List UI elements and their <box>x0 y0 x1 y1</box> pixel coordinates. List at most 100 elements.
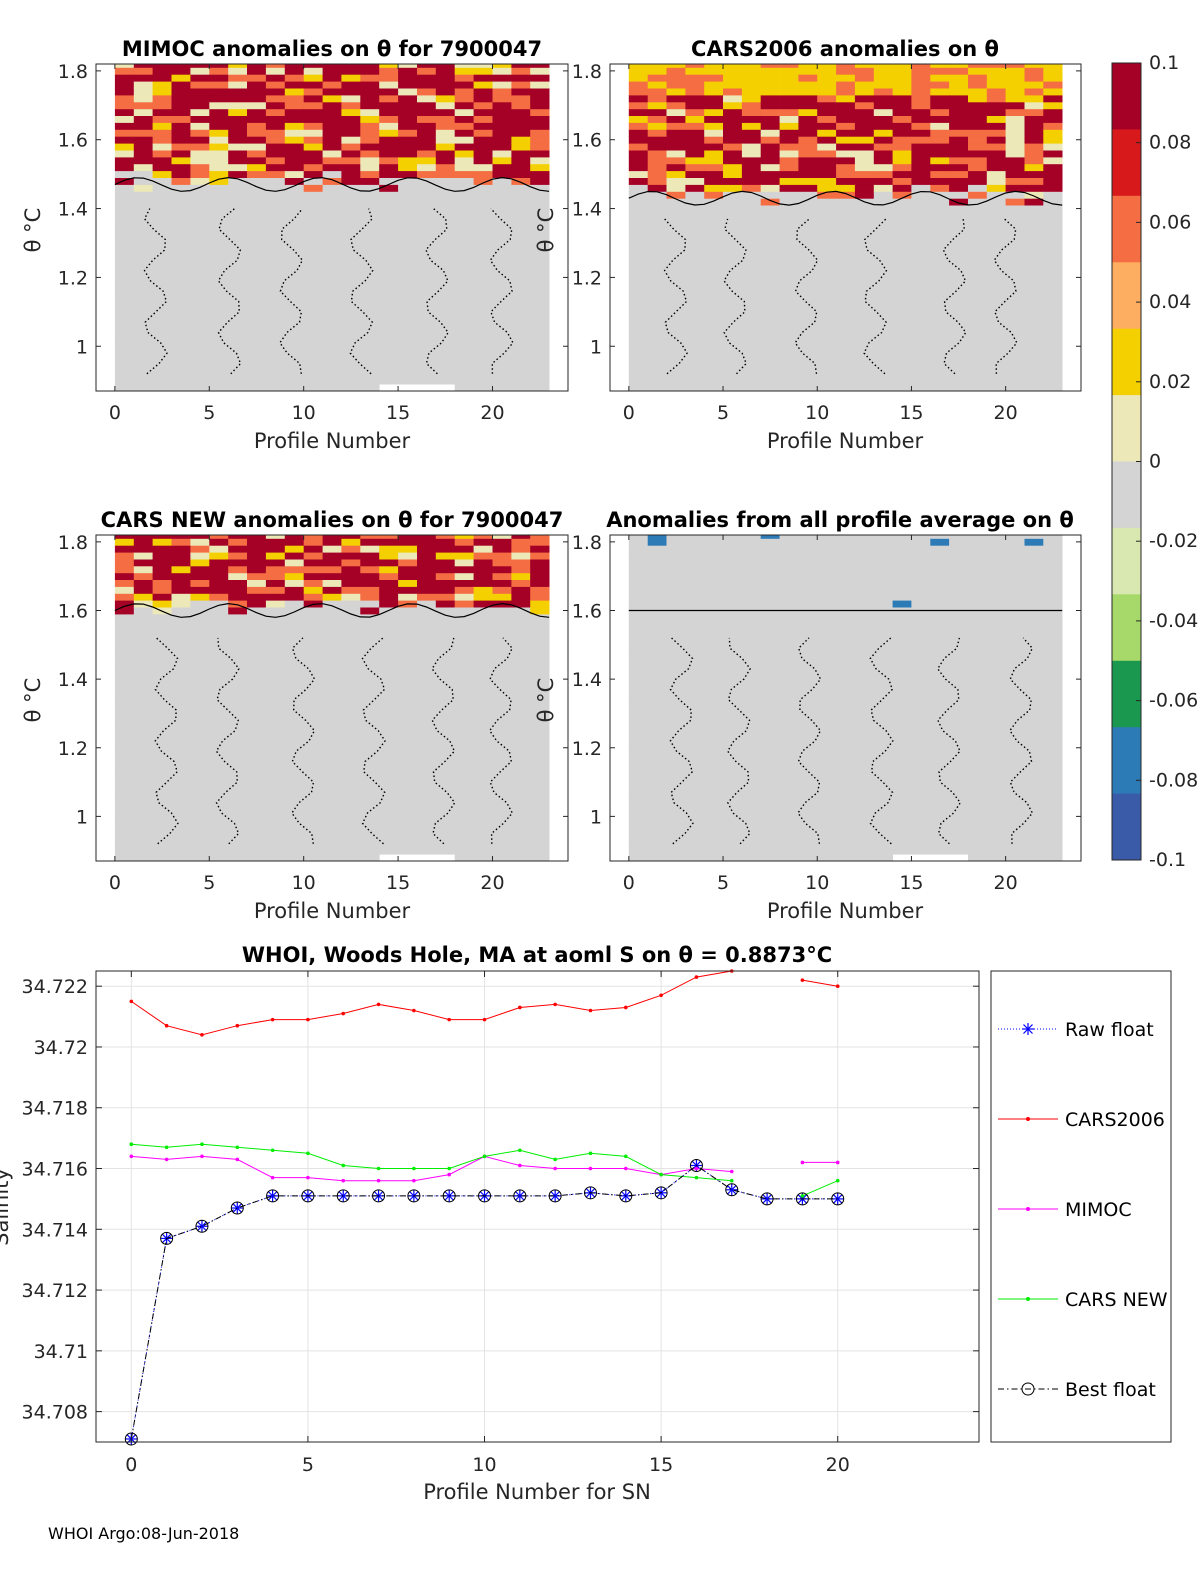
anomaly-cell <box>303 267 323 275</box>
anomaly-cell <box>723 655 743 663</box>
anomaly-cell <box>492 662 512 670</box>
anomaly-cell <box>930 225 950 234</box>
anomaly-cell <box>836 730 856 738</box>
anomaly-cell <box>760 764 780 773</box>
anomaly-cell <box>303 627 323 635</box>
legend-entry: MIMOC <box>998 1199 1132 1221</box>
anomaly-cell <box>171 129 191 137</box>
anomaly-cell <box>190 322 210 330</box>
anomaly-cell <box>473 287 493 295</box>
anomaly-cell <box>511 150 531 158</box>
anomaly-cell <box>398 819 418 828</box>
anomaly-cell <box>854 792 875 800</box>
anomaly-cell <box>190 723 210 731</box>
anomaly-cell <box>398 710 418 718</box>
anomaly-cell <box>873 370 893 378</box>
anomaly-cell <box>454 586 474 594</box>
anomaly-cell <box>152 81 172 89</box>
anomaly-cell <box>968 239 988 247</box>
data-point <box>689 1158 703 1172</box>
anomaly-cell <box>247 565 267 574</box>
anomaly-cell <box>454 613 474 622</box>
anomaly-cell <box>209 806 229 814</box>
anomaly-cell <box>209 198 229 206</box>
anomaly-cell <box>911 294 931 302</box>
anomaly-cell <box>1043 88 1063 96</box>
anomaly-cell <box>511 95 531 103</box>
anomaly-cell <box>704 150 724 158</box>
anomaly-cell <box>454 74 474 82</box>
anomaly-cell <box>417 246 437 254</box>
anomaly-cell <box>492 232 512 240</box>
anomaly-cell <box>779 294 799 302</box>
anomaly-cell <box>873 212 893 220</box>
anomaly-cell <box>986 246 1006 254</box>
anomaly-cell <box>760 170 780 178</box>
anomaly-cell <box>666 771 686 780</box>
anomaly-cell <box>379 81 399 89</box>
anomaly-cell <box>284 668 305 677</box>
anomaly-cell <box>511 620 531 629</box>
anomaly-cell <box>190 198 210 206</box>
data-point <box>761 1192 774 1205</box>
anomaly-cell <box>723 335 743 344</box>
anomaly-cell <box>114 799 135 807</box>
anomaly-cell <box>190 572 210 580</box>
boundary-contour <box>114 602 550 618</box>
anomaly-cell <box>854 799 875 807</box>
anomaly-cell <box>798 274 818 282</box>
anomaly-cell <box>892 184 912 192</box>
anomaly-cell <box>685 847 705 855</box>
anomaly-cell <box>986 778 1006 786</box>
anomaly-cell <box>530 703 550 711</box>
anomaly-cell <box>454 267 474 275</box>
anomaly-cell <box>265 150 286 158</box>
anomaly-cell <box>817 315 837 323</box>
anomaly-cell <box>209 363 229 371</box>
anomaly-cell <box>398 322 418 330</box>
anomaly-cell <box>473 593 493 601</box>
anomaly-cell <box>892 329 912 337</box>
anomaly-cell <box>949 682 969 690</box>
anomaly-cell <box>741 552 762 560</box>
anomaly-cell <box>892 771 912 780</box>
anomaly-cell <box>666 81 686 89</box>
anomaly-cell <box>968 840 988 848</box>
anomaly-cell <box>511 655 531 663</box>
anomaly-cell <box>284 356 305 364</box>
anomaly-cell <box>911 108 931 116</box>
anomaly-cell <box>1024 342 1044 351</box>
anomaly-cell <box>265 600 286 608</box>
anomaly-cell <box>341 122 361 130</box>
anomaly-cell <box>628 662 648 670</box>
anomaly-cell <box>817 579 837 587</box>
anomaly-cell <box>892 253 912 261</box>
anomaly-cell <box>152 143 172 151</box>
anomaly-cell <box>779 260 799 268</box>
series-line <box>131 1143 732 1182</box>
anomaly-cell <box>1043 136 1063 144</box>
anomaly-cell <box>228 198 248 206</box>
anomaly-cell <box>284 136 305 144</box>
anomaly-cell <box>530 730 550 738</box>
panel-title: CARS2006 anomalies on θ <box>691 37 999 61</box>
data-point <box>513 1189 527 1203</box>
anomaly-cell <box>398 586 418 594</box>
anomaly-cell <box>171 703 191 711</box>
anomaly-cell <box>836 758 856 766</box>
anomaly-cell <box>798 559 818 567</box>
anomaly-cell <box>228 377 248 385</box>
anomaly-cell <box>133 122 154 130</box>
anomaly-cell <box>152 246 172 254</box>
anomaly-cell <box>666 329 686 337</box>
anomaly-cell <box>454 813 474 821</box>
anomaly-cell <box>704 535 724 539</box>
anomaly-cell <box>190 280 210 289</box>
anomaly-cell <box>647 833 667 841</box>
anomaly-cell <box>685 758 705 766</box>
anomaly-cell <box>1024 260 1044 268</box>
anomaly-cell <box>949 799 969 807</box>
anomaly-cell <box>854 579 875 587</box>
anomaly-cell <box>454 294 474 302</box>
